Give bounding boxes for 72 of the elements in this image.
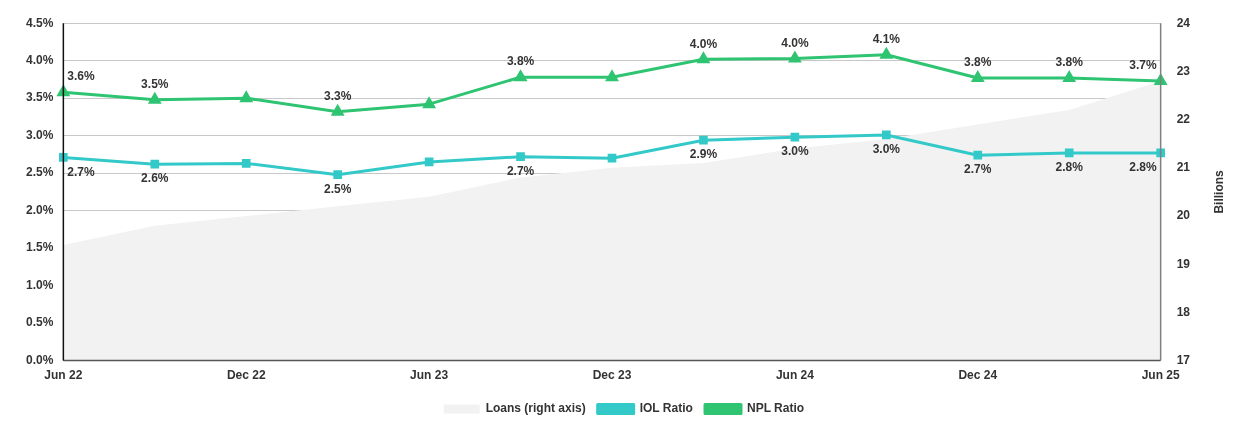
point	[423, 97, 435, 109]
data-label: 2.8%	[1129, 160, 1157, 175]
data-label: 3.8%	[506, 54, 535, 69]
y2-tick-label: 19	[1176, 256, 1191, 271]
y-tick-label: 3.5%	[25, 90, 54, 105]
point	[606, 70, 618, 82]
y2-tick-label: 23	[1176, 63, 1191, 78]
point	[697, 52, 710, 64]
data-label: 4.0%	[689, 36, 718, 51]
y2-tick-label: 21	[1176, 160, 1191, 175]
data-label: 2.7%	[964, 162, 992, 177]
data-label: 2.7%	[67, 164, 96, 179]
y2-tick-label: 18	[1176, 304, 1191, 319]
point	[1063, 71, 1076, 82]
data-label: 3.8%	[964, 55, 992, 70]
x-tick-label: Jun 24	[775, 368, 815, 383]
y-tick-label: 0.5%	[25, 315, 54, 330]
data-label: 3.0%	[781, 144, 809, 159]
y-tick-label: 1.0%	[25, 277, 54, 292]
point	[514, 70, 527, 82]
point	[516, 152, 525, 161]
legend-label: NPL Ratio	[747, 401, 805, 416]
point	[789, 51, 801, 63]
y2-tick-label: 22	[1176, 111, 1191, 126]
data-label: 3.0%	[872, 142, 901, 157]
data-label: 2.8%	[1055, 160, 1084, 175]
data-label: 2.6%	[141, 171, 169, 186]
data-label: 3.7%	[1129, 58, 1157, 73]
data-label: 3.6%	[67, 69, 96, 84]
x-tick-label: Dec 23	[592, 368, 632, 383]
point	[59, 153, 68, 162]
point	[971, 71, 984, 82]
x-tick-label: Jun 22	[44, 368, 83, 383]
point	[150, 159, 160, 169]
y2-tick-label: 17	[1176, 352, 1191, 367]
point	[57, 85, 70, 97]
y-tick-label: 2.5%	[25, 165, 54, 180]
point	[882, 130, 891, 140]
y-tick-label: 3.0%	[25, 127, 54, 142]
legend-label: IOL Ratio	[639, 401, 693, 416]
point	[607, 153, 617, 163]
y-tick-label: 2.0%	[25, 202, 54, 217]
data-label: 3.5%	[141, 76, 169, 91]
point	[424, 157, 434, 167]
point	[1064, 148, 1074, 158]
y-tick-label: 1.5%	[25, 240, 54, 255]
y-tick-label: 4.5%	[25, 15, 54, 30]
data-label: 2.5%	[324, 181, 352, 196]
y2-axis-title: Billions	[1212, 169, 1227, 214]
point	[973, 150, 983, 160]
point	[241, 159, 251, 168]
point	[1156, 148, 1165, 158]
y2-tick-label: 20	[1176, 208, 1191, 223]
point	[1154, 74, 1167, 85]
y2-tick-label: 24	[1176, 15, 1191, 30]
y-tick-label: 0.0%	[25, 352, 54, 367]
point	[790, 132, 800, 142]
data-label: 3.3%	[324, 88, 352, 103]
legend-label: Loans (right axis)	[485, 401, 586, 416]
data-label: 2.9%	[689, 147, 718, 162]
data-label: 3.8%	[1055, 55, 1084, 70]
data-label: 4.1%	[872, 32, 901, 46]
x-tick-label: Dec 22	[226, 368, 266, 383]
x-tick-label: Jun 25	[1141, 368, 1180, 383]
data-label: 4.0%	[781, 35, 809, 50]
point	[240, 91, 253, 103]
x-tick-label: Jun 23	[410, 368, 449, 383]
y-tick-label: 4.0%	[25, 53, 54, 67]
point	[333, 170, 343, 179]
point	[699, 135, 708, 145]
data-label: 2.7%	[506, 163, 535, 178]
x-tick-label: Dec 24	[958, 368, 998, 383]
